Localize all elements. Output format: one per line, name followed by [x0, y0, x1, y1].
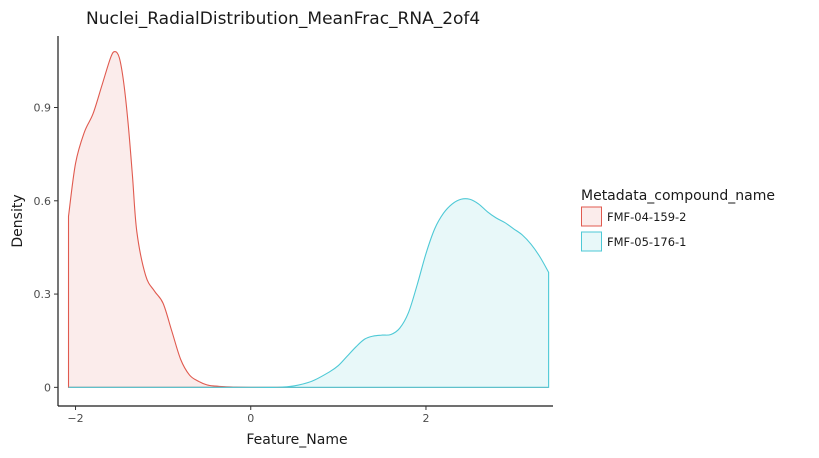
y-tick-label: 0 — [44, 381, 51, 394]
x-tick-label: 0 — [247, 412, 254, 425]
y-axis-title: Density — [10, 194, 26, 247]
y-tick-label: 0.3 — [34, 288, 52, 301]
legend-label: FMF-05-176-1 — [607, 235, 687, 249]
x-axis-ticks: −2 0 2 — [67, 406, 429, 425]
plot-area — [67, 50, 550, 389]
legend-key — [581, 206, 602, 227]
legend: FMF-04-159-2 FMF-05-176-1 — [581, 206, 687, 252]
x-tick-label: −2 — [67, 412, 83, 425]
legend-label: FMF-04-159-2 — [607, 210, 687, 224]
y-axis-ticks: 0 0.3 0.6 0.9 — [34, 102, 58, 394]
legend-title: Metadata_compound_name — [581, 188, 775, 204]
x-axis-title: Feature_Name — [246, 432, 347, 448]
density-area-series-2 — [68, 198, 550, 389]
y-tick-label: 0.6 — [34, 195, 52, 208]
chart-title: Nuclei_RadialDistribution_MeanFrac_RNA_2… — [86, 9, 480, 29]
legend-key — [581, 231, 602, 252]
x-tick-label: 2 — [422, 412, 429, 425]
y-tick-label: 0.9 — [34, 102, 52, 115]
